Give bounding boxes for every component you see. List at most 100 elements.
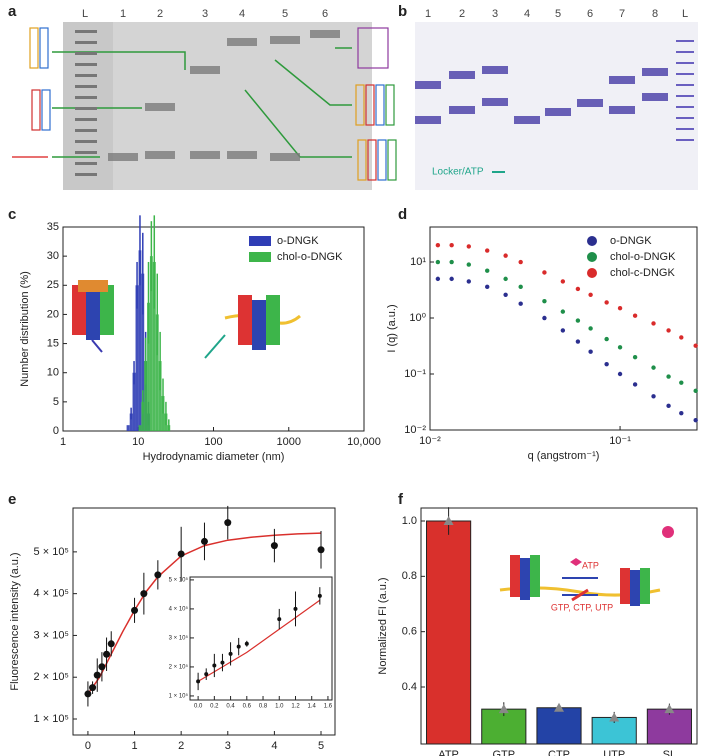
- data-point: [651, 394, 656, 399]
- data-point: [224, 519, 232, 527]
- fit-line: [87, 532, 322, 695]
- lane-label: 4: [239, 8, 245, 20]
- annotation: ATP: [582, 560, 599, 570]
- gel-band: [642, 93, 668, 101]
- legend-label: chol-o-DNGK: [277, 251, 343, 263]
- histogram-bar: [152, 261, 156, 431]
- x-tick-label: UTP: [603, 749, 625, 756]
- legend-swatch: [587, 252, 597, 262]
- x-tick-label: 1000: [277, 436, 301, 448]
- data-point: [317, 546, 325, 554]
- data-point: [518, 259, 523, 265]
- ladder-band: [75, 96, 97, 99]
- strand-icons: [29, 27, 397, 181]
- icon: [365, 84, 375, 126]
- cartoon: [510, 555, 520, 597]
- y-tick-label: 4 × 10⁵: [34, 588, 69, 600]
- data-point: [666, 328, 671, 333]
- x-tick-label: 0: [85, 740, 91, 752]
- ladder-band: [75, 52, 97, 55]
- ladder-band: [676, 128, 694, 130]
- histogram-bar: [155, 314, 159, 431]
- annotation: GTP, CTP, UTP: [551, 602, 613, 612]
- data-point: [140, 590, 148, 598]
- ladder-band: [676, 106, 694, 108]
- x-axis-label: Hydrodynamic diameter (nm): [143, 451, 285, 463]
- data-point: [632, 354, 638, 360]
- x-tick-label: CTP: [548, 749, 570, 756]
- mean-marker: [664, 704, 675, 714]
- data-point: [560, 309, 566, 314]
- data-point: [542, 270, 547, 275]
- ladder-band: [75, 173, 97, 176]
- gel-band: [449, 106, 475, 114]
- data-point: [435, 242, 441, 248]
- icon: [31, 89, 41, 131]
- inset-point: [236, 644, 241, 649]
- panel-label: d: [398, 206, 407, 223]
- lane-label: 4: [524, 8, 530, 20]
- inset-point: [293, 606, 298, 611]
- y-tick-label: 1.0: [402, 515, 417, 527]
- gel-band: [449, 71, 475, 79]
- cartoon: [78, 280, 108, 292]
- y-tick-label: 10⁻²: [404, 424, 426, 436]
- plot-frame: [72, 507, 336, 736]
- y-tick-label: 5: [53, 396, 59, 408]
- lane-label: 6: [322, 8, 328, 20]
- x-tick-label: 2: [178, 740, 184, 752]
- x-tick-label: 1.4: [308, 704, 317, 710]
- inset-point: [277, 617, 282, 622]
- inset-point: [196, 679, 201, 684]
- y-axis-label: I (q) (a.u.): [386, 304, 398, 352]
- gel-band: [609, 106, 635, 114]
- arrow: [91, 339, 103, 353]
- data-point: [518, 301, 523, 306]
- y-tick-label: 25: [47, 279, 59, 291]
- y-tick-label: 0.6: [402, 626, 417, 638]
- ladder-band: [676, 95, 694, 97]
- gel-band: [145, 103, 175, 111]
- ladder-band: [676, 84, 694, 86]
- x-tick-label: 10⁻²: [419, 435, 441, 447]
- mean-marker: [609, 712, 620, 722]
- data-point: [632, 382, 638, 387]
- gel-band: [227, 38, 257, 46]
- data-point: [177, 550, 185, 558]
- x-axis-label: q (angstrom⁻¹): [528, 450, 600, 462]
- cartoon: [620, 568, 630, 604]
- lane-label: 6: [587, 8, 593, 20]
- data-point: [503, 253, 508, 258]
- bar: [536, 707, 582, 745]
- ladder-band: [676, 117, 694, 119]
- data-point: [575, 339, 581, 344]
- y-tick-label: 10¹: [410, 256, 426, 268]
- data-point: [617, 345, 623, 350]
- data-point: [542, 298, 547, 304]
- mean-marker: [443, 516, 454, 526]
- x-tick-label: 0.4: [226, 704, 235, 710]
- y-tick-label: 10⁻¹: [404, 368, 426, 380]
- histogram-bar: [141, 273, 145, 431]
- legend-label: chol-o-DNGK: [610, 251, 676, 263]
- ladder-band: [75, 41, 97, 44]
- plot-frame: [429, 226, 698, 431]
- y-axis-label: Normalized FI (a.u.): [377, 577, 389, 674]
- cartoon: [640, 568, 650, 604]
- y-tick-label: 0: [53, 425, 59, 437]
- x-tick-label: 1.0: [275, 704, 284, 710]
- data-point: [485, 248, 490, 253]
- panel-label: b: [398, 3, 407, 20]
- x-tick-label: 0.0: [194, 704, 203, 710]
- arrow: [204, 334, 226, 359]
- data-point: [449, 276, 454, 282]
- mean-marker: [498, 704, 509, 714]
- data-point: [435, 276, 441, 282]
- lane-label: 8: [652, 8, 658, 20]
- legend-swatch: [249, 236, 271, 246]
- data-point: [604, 361, 609, 367]
- histogram-bar: [135, 285, 139, 431]
- inset-point: [228, 651, 233, 656]
- lane-label: 5: [282, 8, 288, 20]
- icon: [387, 139, 397, 181]
